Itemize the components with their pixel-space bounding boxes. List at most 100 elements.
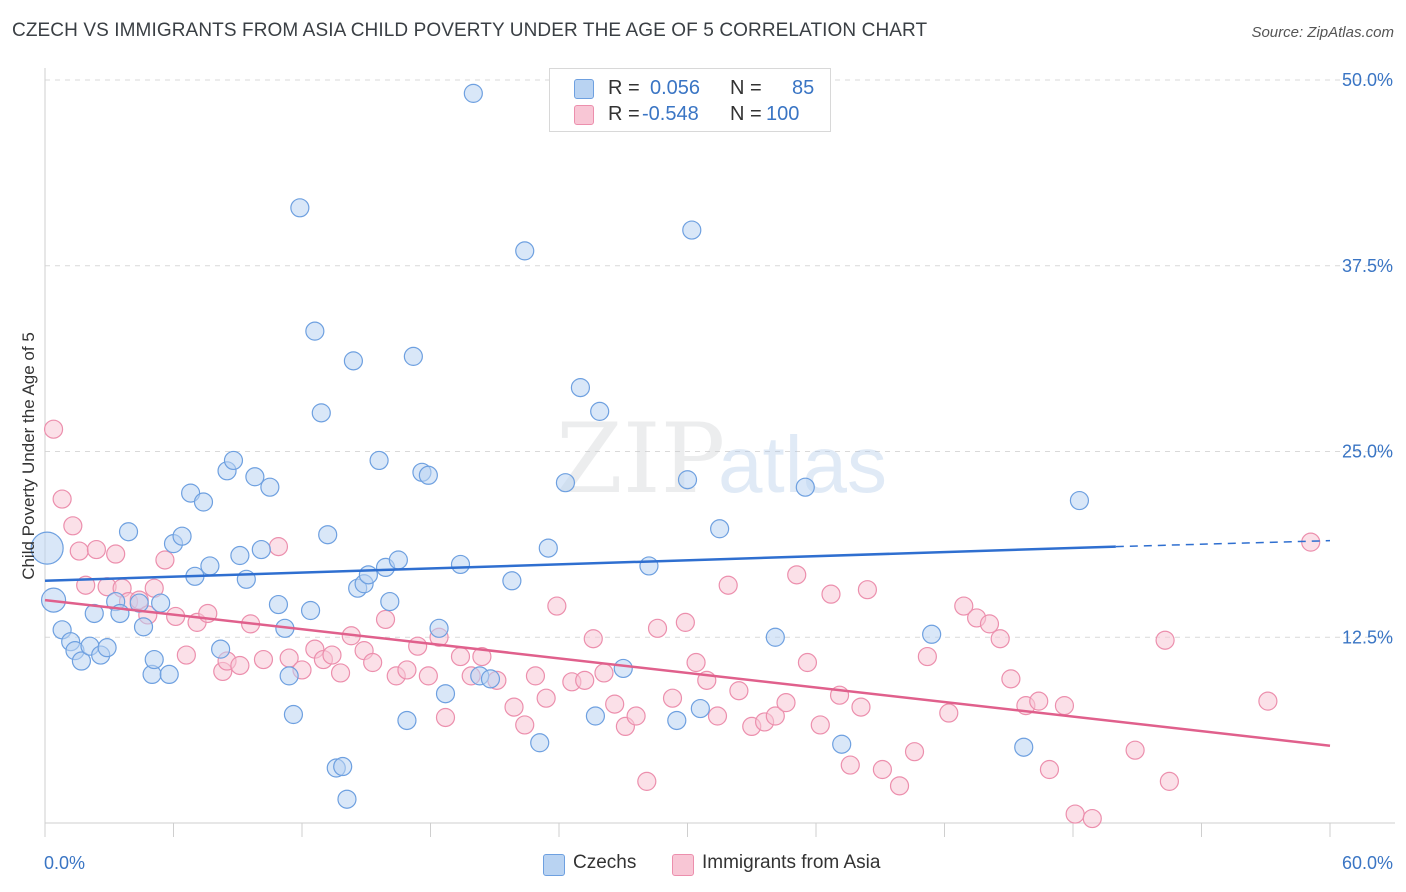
data-point-czech [30,531,64,565]
data-point-czech [230,545,250,566]
data-point-czech [251,539,271,560]
data-point-czech [283,704,304,725]
data-point-asia [397,660,417,680]
trend-line-asia [44,598,1331,747]
data-point-czech [260,477,280,497]
data-point-czech [530,733,550,753]
data-point-czech [151,593,171,613]
chart-title: CZECH VS IMMIGRANTS FROM ASIA CHILD POVE… [12,20,928,41]
x-tick-label-max: 60.0% [1342,853,1393,873]
data-point-czech [690,698,710,719]
data-point-czech [765,627,785,647]
data-point-czech [555,473,576,493]
data-point-asia [1001,669,1021,689]
data-point-asia [435,707,456,728]
data-point-czech [682,220,702,240]
data-point-czech [570,378,591,398]
data-point-czech [397,710,417,731]
trend-lines [44,539,1331,747]
data-point-czech [450,554,471,575]
watermark-zip: ZIP [556,403,725,515]
y-axis-label: Child Poverty Under the Age of 5 [19,332,38,580]
data-point-czech [129,593,149,613]
data-point-asia [322,645,342,665]
legend-swatch-asia [574,105,594,125]
tick-labels: 12.5% 25.0% 37.5% 50.0% 0.0% 60.0% [44,70,1393,873]
legend-n-key: N = [730,103,762,125]
y-tick-label: 50.0% [1342,70,1393,90]
data-point-asia [504,697,524,717]
data-point-czech [97,638,117,658]
legend-n-key: N = [730,77,762,99]
y-tick-label: 37.5% [1342,256,1393,276]
data-point-asia [917,646,937,667]
data-point-asia [979,614,1000,634]
data-point-asia [1029,691,1049,711]
data-point-czech [667,710,687,731]
data-point-czech [590,401,610,421]
data-point-asia [472,646,492,667]
data-point-czech [922,624,942,644]
data-point-czech [613,658,633,679]
data-point-asia [583,629,603,649]
data-point-asia [547,596,567,616]
data-point-asia [69,541,89,561]
watermark: ZIP atlas [556,403,887,515]
data-point-asia [990,629,1010,649]
data-point-czech [435,684,456,704]
data-point-asia [155,550,175,570]
data-point-asia [872,759,892,780]
data-point-asia [418,666,438,686]
data-point-czech [358,565,378,585]
data-point-czech [429,618,449,638]
data-point-asia [626,706,646,726]
data-point-czech [795,477,815,497]
trend-line-czechs [44,545,1116,583]
data-point-asia [536,688,556,708]
data-point-czech [159,664,179,685]
data-point-czech [480,669,501,689]
bottom-legend-swatch-czechs [543,854,565,876]
data-point-asia [515,715,535,735]
data-point-czech [268,594,289,615]
data-point-czech [133,617,154,637]
series-czechs [30,83,1090,809]
data-point-asia [268,537,289,557]
data-point-asia [230,655,250,676]
data-point-asia [686,652,706,673]
stats-legend: R = 0.056 N = 85 R = -0.548 N = 100 [549,68,831,132]
legend-r-value: 0.056 [650,77,701,99]
data-point-czech [71,651,92,671]
bottom-legend-label-czechs: Czechs [573,852,637,873]
data-point-asia [797,652,818,673]
data-point-asia [1065,804,1085,824]
data-point-czech [380,591,400,612]
data-point-czech [403,346,423,366]
data-point-asia [605,694,625,714]
data-point-asia [765,706,785,726]
data-point-czech [300,600,321,621]
data-point-asia [904,742,925,762]
data-point-asia [176,645,196,665]
legend-swatch-czechs [574,79,594,99]
y-tick-label: 25.0% [1342,442,1393,462]
data-point-asia [1082,808,1102,829]
data-point-czech [211,639,231,659]
data-point-asia [330,663,351,683]
data-point-czech [343,351,363,371]
data-point-czech [245,467,265,487]
data-point-czech [369,450,389,471]
data-point-asia [729,681,749,701]
data-point-czech [333,756,353,777]
legend-r-value: -0.548 [642,103,699,125]
data-point-asia [1125,740,1145,760]
data-point-czech [388,550,408,570]
legend-n-value: 85 [792,77,815,99]
data-point-asia [43,419,64,439]
data-point-asia [86,539,107,560]
data-point-czech [290,198,310,218]
data-point-czech [677,470,698,490]
data-point-czech [279,666,299,686]
data-point-asia [840,755,860,775]
